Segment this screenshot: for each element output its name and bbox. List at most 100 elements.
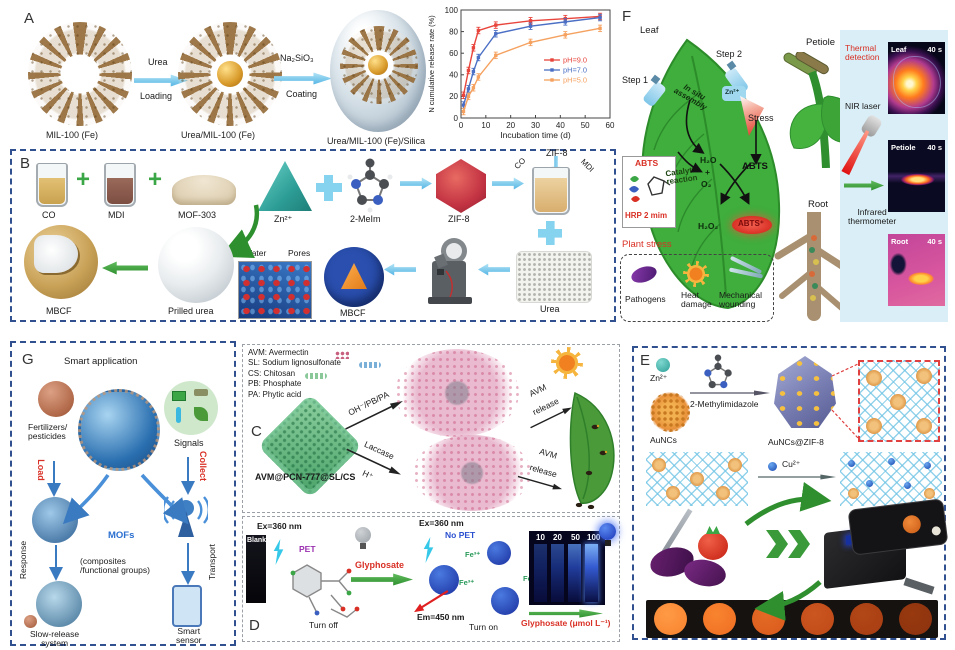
plant-stress-box: Pathogens Heat damage Mechanical woundin… xyxy=(620,254,774,322)
cuvette xyxy=(568,544,581,602)
heat-line2: damage xyxy=(681,298,712,309)
co-liquid xyxy=(39,178,65,204)
arrow1-bottom-label: Loading xyxy=(140,91,173,101)
beaker-co-icon xyxy=(36,163,68,207)
bulb-off-base xyxy=(360,543,366,549)
aunc-in-lattice xyxy=(890,394,906,410)
panel-b-box: B CO + MDI + MOF-303 Zn²⁺ 2-MeIm xyxy=(10,148,616,322)
petiole-label: Petiole xyxy=(806,37,836,48)
slow-line2: system xyxy=(41,637,69,648)
pathogen-icon xyxy=(629,263,659,286)
plant-icon xyxy=(194,407,208,421)
svg-text:pH=5.0: pH=5.0 xyxy=(563,76,587,85)
mech-line1: Mechanical xyxy=(719,290,762,300)
assay-spot xyxy=(752,603,785,635)
svg-text:Incubation time (d): Incubation time (d) xyxy=(500,130,571,140)
svg-text:40: 40 xyxy=(556,121,565,130)
turn-on-label: Turn on xyxy=(469,622,498,632)
comp-line2: /functional groups) xyxy=(80,564,150,575)
o2-label: O₂ xyxy=(701,179,712,189)
panel-c-box: AVM: Avermectin SL: Sodium lignosulfonat… xyxy=(242,344,620,513)
urea-loading-arrow xyxy=(134,74,188,87)
slow-release-sphere-icon xyxy=(36,581,82,627)
thermal-image-leaf: Leaf 40 s xyxy=(888,42,945,114)
eggplant-icon xyxy=(682,556,728,590)
load-label: Load xyxy=(35,459,46,481)
urea-core-ball xyxy=(217,61,243,87)
hrp-molecule-icon xyxy=(629,176,671,202)
zn-patch-label: Zn²⁺ xyxy=(725,89,740,96)
mbcf-cutaway-core xyxy=(34,235,78,273)
thermal-leaf-time: 40 s xyxy=(927,45,942,54)
prilled-urea-label: Prilled urea xyxy=(168,306,214,316)
pores-label: Pores xyxy=(288,248,311,258)
svg-text:40: 40 xyxy=(449,71,458,80)
panel-f-label: F xyxy=(622,8,632,25)
cuvette-label-100: 100 xyxy=(587,533,601,542)
beaker-co-label: CO xyxy=(512,156,528,171)
assay-spot xyxy=(801,603,834,635)
svg-text:0: 0 xyxy=(454,114,459,123)
h2o2-label: H₂O₂ xyxy=(698,221,719,231)
phone-screen-dot xyxy=(901,514,922,535)
cu-ion-icon xyxy=(768,462,777,471)
pet-label: PET xyxy=(299,544,316,554)
silica-coating-arrow xyxy=(274,72,332,85)
aunc-in-lattice xyxy=(916,418,932,434)
mbcf-right-label: MBCF xyxy=(340,308,366,318)
tomato-icon xyxy=(698,532,728,560)
aunc-in-lattice xyxy=(652,458,666,472)
cuvette xyxy=(551,544,564,602)
phone-button xyxy=(931,525,942,536)
fertilizers-label: Fertilizers/ pesticides xyxy=(28,423,67,441)
thermal-image-root: Root 40 s xyxy=(888,234,945,306)
panel-e-label: E xyxy=(640,352,651,369)
aunc-in-lattice xyxy=(924,488,935,499)
cs-swatch-icon xyxy=(305,373,327,379)
mechanical-label: Mechanical wounding xyxy=(719,291,762,309)
zn-ion-icon xyxy=(656,358,670,372)
n-release-chart: 0 10 20 30 40 50 60 0 20 40 60 80 100 pH=9.0 pH=7.0 pH=… xyxy=(424,4,616,148)
fe-mof-sphere xyxy=(429,565,459,595)
synthesis-beaker-icon xyxy=(532,167,570,215)
panel-a-label: A xyxy=(24,10,35,27)
abts-radical-label: ABTS⁺ xyxy=(738,219,764,228)
svg-text:pH=9.0: pH=9.0 xyxy=(563,56,587,65)
svg-text:10: 10 xyxy=(481,121,490,130)
thermal-line1: Thermal xyxy=(845,43,877,53)
aunc-in-lattice xyxy=(916,368,932,384)
bulb-off-icon xyxy=(355,527,371,543)
laccase-label: Laccase xyxy=(362,438,396,462)
mof-fe-complex-molecule xyxy=(290,564,360,618)
concentration-axis-arrow xyxy=(529,609,603,618)
svg-text:20: 20 xyxy=(449,92,458,101)
zn-label: Zn²⁺ xyxy=(274,214,293,224)
green-curved-arrow xyxy=(219,204,260,259)
fert-line2: pesticides xyxy=(28,430,66,441)
sun-icon xyxy=(551,347,583,379)
avm-release-line1: AVM xyxy=(538,446,559,461)
glyphosate-axis-label: Glyphosate (μmol L⁻¹) xyxy=(521,618,611,628)
no-pet-label: No PET xyxy=(445,530,476,540)
fertilizer-sphere-icon xyxy=(38,381,74,417)
nir-laser-label: NIR laser xyxy=(845,101,881,111)
plus-icon: + xyxy=(148,166,163,193)
h-plus-label: H⁺ xyxy=(360,467,375,482)
mil-100-structure xyxy=(28,22,132,126)
svg-text:100: 100 xyxy=(445,6,459,15)
leaf-label: Leaf xyxy=(640,25,659,36)
silica-core-ball xyxy=(368,55,388,75)
ir-line1: Infrared xyxy=(857,207,887,217)
smartphone-reader-icon xyxy=(820,498,949,595)
assay-spot xyxy=(850,603,883,635)
degraded-particle-bottom xyxy=(413,435,531,511)
beaker-zif8-label: ZIF-8 xyxy=(546,148,568,158)
zif8-crystal-icon xyxy=(436,159,486,213)
cu-label: Cu²⁺ xyxy=(782,459,801,469)
zn-patch xyxy=(722,86,746,101)
swollen-particle-top xyxy=(395,349,519,437)
avm-release-line2: release xyxy=(528,462,559,480)
leaf-outline xyxy=(893,56,941,108)
panel-g-box: G Smart application Fertilizers/ pestici… xyxy=(10,341,236,648)
aunc-in-lattice xyxy=(848,488,859,499)
